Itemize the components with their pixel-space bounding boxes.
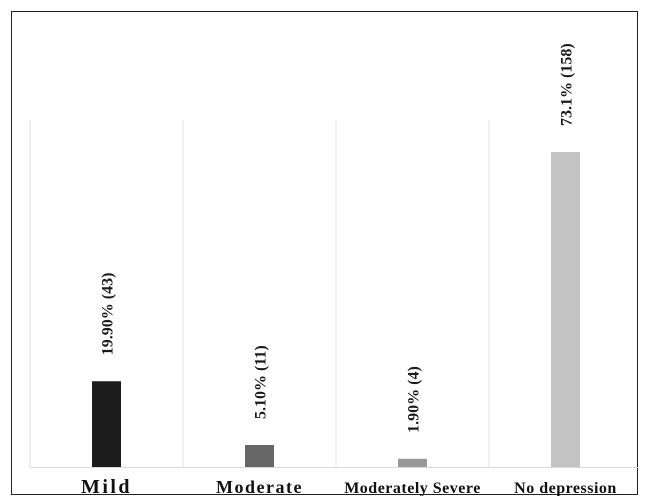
bar-moderately-severe [398,458,427,467]
category-label-2: Moderately Severe [344,480,481,496]
bar-moderate [245,445,274,467]
data-label-2: 1.90% (4) [406,366,423,433]
bar-no-depression [551,152,580,467]
chart-frame: 19.90% (43) 5.10% (11) 1.90% (4) 73.1% (158… [11,11,639,496]
data-label-0: 19.90% (43) [100,273,117,356]
data-label-1: 5.10% (11) [253,345,270,419]
grid-lines [29,120,639,468]
category-label-3: No depression [514,480,617,496]
category-label-1: Moderate [216,477,303,496]
bars [92,152,580,467]
category-label-0: Mild [81,476,132,496]
data-label-3: 73.1% (158) [559,43,576,126]
data-labels: 19.90% (43) 5.10% (11) 1.90% (4) 73.1% (158… [100,43,576,432]
bar-chart: 19.90% (43) 5.10% (11) 1.90% (4) 73.1% (158… [29,43,639,496]
category-labels: Mild Moderate Moderately Severe No depressi… [81,476,617,496]
bar-mild [92,381,121,467]
